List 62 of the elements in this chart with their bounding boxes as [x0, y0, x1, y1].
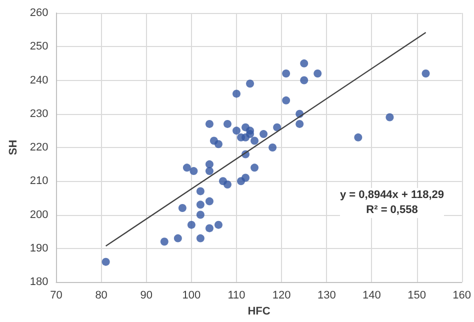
point — [268, 144, 277, 152]
y-axis-title: SH — [8, 140, 20, 156]
x-tick-label: 150 — [408, 290, 426, 302]
point — [102, 258, 110, 266]
point — [232, 90, 241, 98]
point — [296, 120, 304, 128]
annotation: y = 0,8944x + 118,29 — [340, 188, 444, 203]
point — [205, 160, 214, 168]
y-tick-label: 240 — [30, 74, 48, 86]
point — [196, 210, 204, 219]
x-tick-label: 140 — [362, 290, 381, 302]
x-tick-label: 130 — [317, 290, 336, 302]
x-tick-label: 110 — [228, 290, 246, 302]
point — [205, 197, 214, 206]
point — [282, 70, 290, 78]
x-tick-label: 120 — [272, 290, 291, 302]
point — [214, 140, 222, 148]
point — [260, 130, 268, 138]
point — [214, 220, 222, 229]
point — [314, 70, 322, 78]
point — [187, 220, 196, 229]
y-tick-label: 250 — [30, 40, 48, 53]
point — [182, 164, 191, 172]
point — [386, 113, 394, 122]
x-tick-label: 70 — [50, 290, 62, 302]
x-tick-label: 90 — [140, 290, 153, 302]
point — [250, 164, 259, 172]
point — [190, 167, 198, 176]
point — [282, 96, 290, 104]
point — [246, 130, 254, 138]
point — [174, 234, 182, 242]
point — [354, 133, 362, 142]
point — [196, 234, 204, 242]
point — [205, 167, 214, 176]
point — [232, 126, 241, 135]
point — [250, 136, 259, 145]
point — [205, 224, 214, 232]
y-tick-label: 210 — [30, 175, 48, 188]
point — [422, 70, 430, 78]
y-tick-label: 190 — [30, 242, 48, 254]
point — [196, 187, 204, 196]
point — [160, 238, 168, 246]
y-tick-label: 200 — [30, 208, 48, 221]
point — [273, 123, 282, 132]
point — [300, 59, 308, 68]
point — [224, 180, 232, 188]
annotation: R² = 0,558 — [365, 203, 419, 218]
point — [196, 200, 204, 209]
point — [178, 204, 186, 212]
y-tick-label: 260 — [30, 7, 48, 19]
point — [300, 76, 308, 84]
x-tick-label: 80 — [95, 290, 108, 302]
point — [246, 80, 254, 88]
point — [242, 174, 250, 182]
point — [224, 120, 232, 128]
point — [205, 120, 214, 128]
y-tick-label: 180 — [30, 276, 48, 288]
x-tick-label: 100 — [182, 290, 201, 302]
x-axis-title: HFC — [248, 305, 270, 318]
x-tick-label: 160 — [452, 290, 472, 302]
y-tick-label: 230 — [30, 108, 48, 120]
y-tick-label: 220 — [30, 142, 48, 154]
